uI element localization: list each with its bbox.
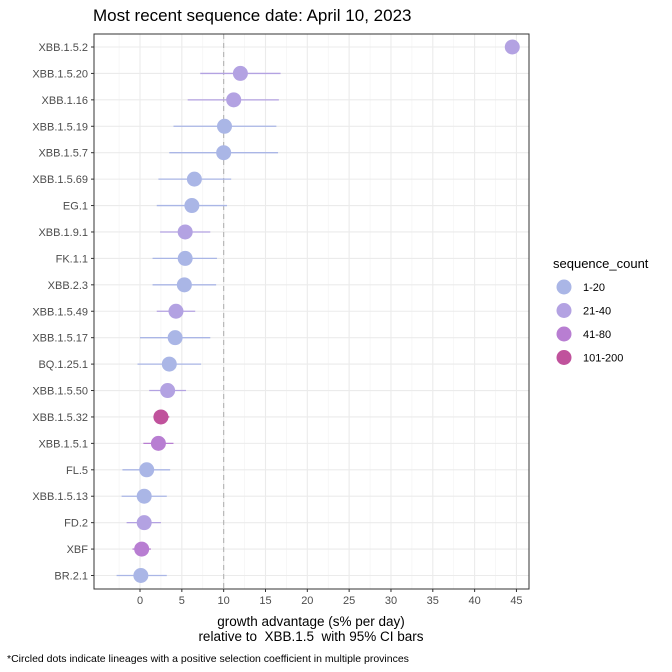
chart-title: Most recent sequence date: April 10, 202… bbox=[93, 6, 411, 25]
legend-label: 101-200 bbox=[583, 353, 623, 365]
y-tick-label: XBB.1.16 bbox=[42, 95, 88, 107]
data-point bbox=[150, 435, 166, 451]
y-tick-label: XBB.1.5.7 bbox=[38, 148, 88, 160]
x-tick-label: 15 bbox=[259, 595, 271, 607]
legend-label: 21-40 bbox=[583, 306, 611, 318]
x-axis-label-line1: growth advantage (s% per day) bbox=[217, 614, 405, 629]
legend-swatch bbox=[556, 303, 572, 318]
y-tick-label: XBB.1.5.1 bbox=[38, 438, 88, 450]
data-point bbox=[504, 39, 520, 55]
y-tick-label: XBB.1.5.32 bbox=[32, 412, 88, 424]
data-point bbox=[167, 330, 183, 346]
x-tick-labels: 0 5 10 15 20 25 30 35 40 45 bbox=[137, 589, 523, 607]
legend-entries: 1-20 21-40 41-80 101-200 bbox=[556, 279, 623, 365]
x-tick-label: 0 bbox=[137, 595, 143, 607]
y-tick-label: FD.2 bbox=[64, 518, 88, 530]
x-axis-label-line2: relative to XBB.1.5 with 95% CI bars bbox=[198, 629, 423, 644]
x-tick-label: 5 bbox=[179, 595, 185, 607]
y-tick-label: FK.1.1 bbox=[56, 253, 88, 265]
data-point bbox=[134, 541, 150, 557]
data-point bbox=[168, 303, 184, 319]
data-point bbox=[161, 356, 177, 372]
data-point bbox=[184, 198, 200, 214]
y-tick-label: XBB.1.5.2 bbox=[38, 42, 88, 54]
y-tick-label: XBB.2.3 bbox=[48, 280, 88, 292]
x-tick-label: 25 bbox=[343, 595, 355, 607]
y-tick-label: XBB.1.5.49 bbox=[32, 306, 88, 318]
data-point bbox=[216, 145, 232, 161]
data-point bbox=[160, 383, 176, 399]
data-point bbox=[133, 568, 149, 583]
legend-swatch bbox=[556, 350, 572, 365]
legend-swatch bbox=[556, 326, 572, 342]
y-tick-label: BR.2.1 bbox=[54, 571, 88, 583]
y-tick-label: BQ.1.25.1 bbox=[38, 359, 88, 371]
legend-title: sequence_count bbox=[553, 256, 649, 271]
y-tick-label: XBB.1.5.50 bbox=[32, 386, 88, 398]
footnote: *Circled dots indicate lineages with a p… bbox=[7, 653, 409, 665]
data-point bbox=[176, 277, 192, 293]
x-tick-label: 35 bbox=[427, 595, 439, 607]
legend-label: 1-20 bbox=[583, 282, 605, 294]
y-tick-label: XBB.1.5.20 bbox=[32, 68, 88, 80]
x-tick-label: 30 bbox=[385, 595, 397, 607]
legend: sequence_count 1-20 21-40 41-80 101-200 bbox=[553, 256, 649, 365]
y-tick-label: XBB.1.9.1 bbox=[38, 227, 88, 239]
data-point bbox=[217, 118, 232, 134]
data-point bbox=[153, 409, 169, 425]
y-tick-label: XBB.1.5.19 bbox=[32, 121, 88, 133]
data-point bbox=[177, 250, 193, 266]
x-tick-label: 10 bbox=[218, 595, 230, 607]
y-tick-label: FL.5 bbox=[66, 465, 88, 477]
legend-swatch bbox=[556, 279, 572, 295]
data-point bbox=[136, 488, 152, 504]
y-tick-label: XBB.1.5.13 bbox=[32, 491, 88, 503]
data-point bbox=[226, 92, 242, 108]
data-point bbox=[232, 65, 248, 81]
data-points bbox=[133, 39, 520, 583]
y-tick-label: XBB.1.5.17 bbox=[32, 333, 88, 345]
data-point bbox=[186, 171, 202, 187]
y-tick-labels: XBB.1.5.2 XBB.1.5.20 XBB.1.16 XBB.1.5.19 XBB… bbox=[32, 42, 94, 583]
data-point bbox=[139, 462, 155, 478]
x-tick-label: 20 bbox=[301, 595, 313, 607]
y-tick-label: XBF bbox=[67, 544, 89, 556]
x-tick-label: 45 bbox=[510, 595, 522, 607]
y-tick-label: EG.1 bbox=[63, 201, 88, 213]
data-point bbox=[136, 515, 152, 531]
legend-label: 41-80 bbox=[583, 329, 611, 341]
data-point bbox=[177, 224, 193, 240]
x-tick-label: 40 bbox=[469, 595, 481, 607]
y-tick-label: XBB.1.5.69 bbox=[32, 174, 88, 186]
